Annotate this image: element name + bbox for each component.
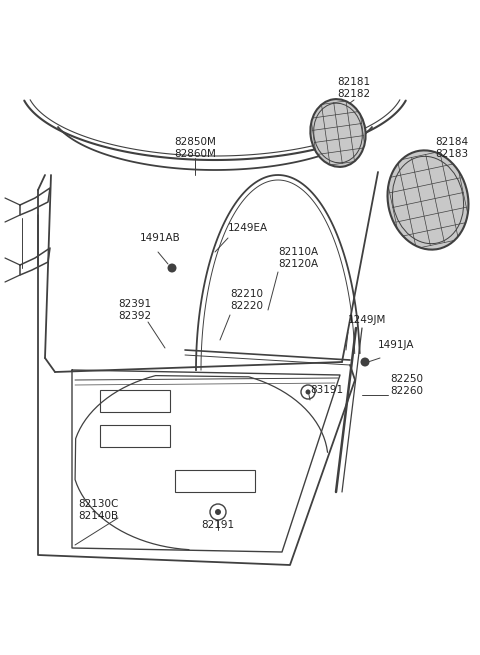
Text: 1491AB: 1491AB [140,233,181,243]
Text: 82110A
82120A: 82110A 82120A [278,247,318,269]
Text: 1249JM: 1249JM [348,315,386,325]
Circle shape [360,358,370,367]
Circle shape [168,263,177,272]
Text: 82191: 82191 [202,520,235,530]
Ellipse shape [387,151,468,250]
Circle shape [305,390,311,394]
Text: 82184
82183: 82184 82183 [435,137,468,159]
Text: 1249EA: 1249EA [228,223,268,233]
Text: 82250
82260: 82250 82260 [390,374,423,396]
Bar [175,470,255,492]
Text: 82850M
82860M: 82850M 82860M [174,137,216,159]
Circle shape [215,509,221,515]
Text: 83191: 83191 [310,385,343,395]
Ellipse shape [311,99,366,167]
Text: 1491JA: 1491JA [378,340,415,350]
Text: 82210
82220: 82210 82220 [230,289,263,311]
Text: 82391
82392: 82391 82392 [118,299,151,321]
Bar [100,425,170,447]
Bar [100,390,170,412]
Text: 82130C
82140B: 82130C 82140B [78,499,119,521]
Text: 82181
82182: 82181 82182 [337,77,371,99]
